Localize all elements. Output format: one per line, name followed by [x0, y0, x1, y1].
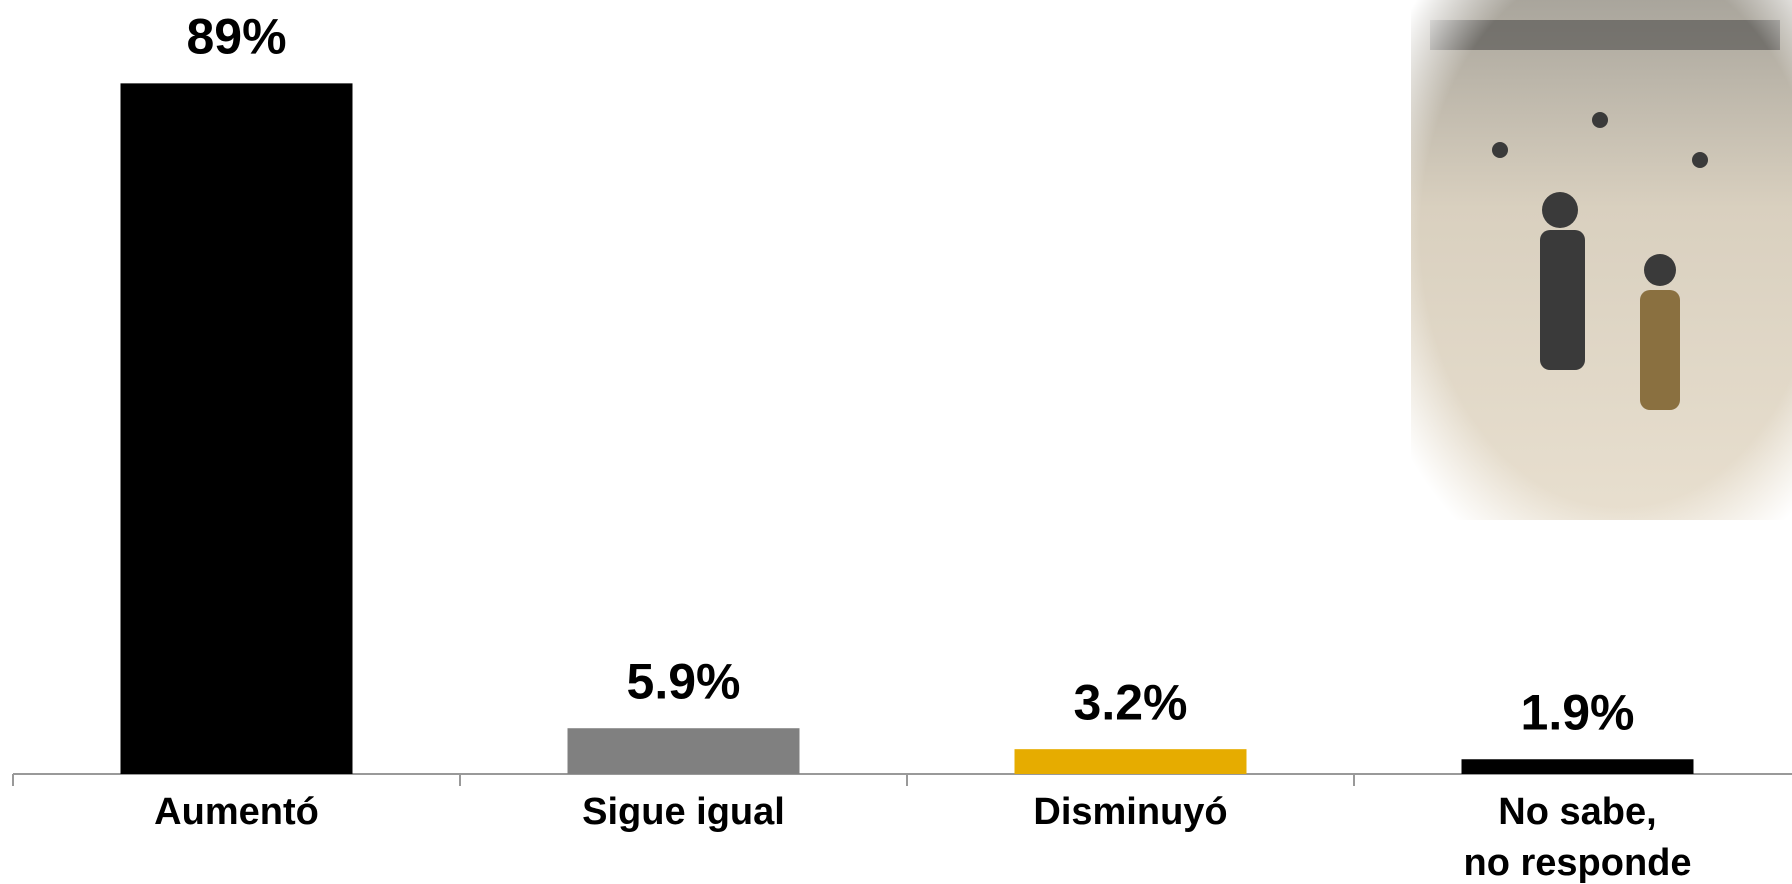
value-label: 5.9% — [627, 653, 741, 709]
x-tick-label: Aumentó — [154, 791, 319, 833]
photo — [1411, 0, 1792, 520]
value-label: 3.2% — [1074, 674, 1188, 730]
value-label: 89% — [186, 9, 286, 65]
value-label: 1.9% — [1521, 684, 1635, 740]
bar — [567, 728, 800, 774]
x-tick-label: No sabe, no responde — [1463, 791, 1691, 884]
bar — [120, 83, 353, 775]
bar — [1461, 759, 1694, 774]
bar — [1014, 749, 1247, 774]
x-tick-label: Sigue igual — [582, 791, 785, 833]
x-tick-label: Disminuyó — [1033, 791, 1227, 833]
